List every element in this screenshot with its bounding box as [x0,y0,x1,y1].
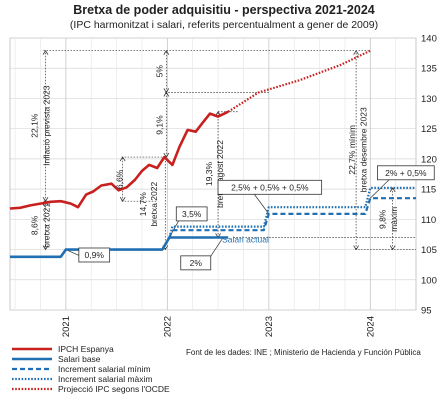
y-tick-label: 130 [421,94,437,105]
salary-current-label: Salari actual [222,234,269,244]
series-line-2 [168,197,416,238]
arrow-head [163,91,170,97]
y-tick-label: 125 [421,124,437,135]
annotation-box [377,165,435,181]
y-tick-label: 120 [421,154,437,165]
arrow-head [119,156,126,162]
annotation-vertical: 5% [154,65,164,78]
grid-layer [10,37,416,311]
annotation-box-text: 3,5% [182,209,202,219]
annotation-vertical: bretxa 2022 [149,182,159,227]
leader-line [253,193,270,215]
chart-source: Font de les dades: INE ; Ministerio de H… [186,348,421,357]
y-tick-label: 95 [421,306,432,317]
y-axis-ticks: 95 100 105 110 115 120 125 130 135 140 [421,34,437,317]
series-layer [9,49,416,259]
annotation-vertical: 8,6% [29,215,39,235]
chart-subtitle: (IPC harmonitzat i salari, referits perc… [70,19,378,31]
y-tick-label: 115 [421,185,436,196]
annotation-vertical: 9,1% [154,115,164,135]
annotation-vertical: 22,7% mínim [347,125,357,175]
annotation-box [78,247,111,263]
annotation-box [217,179,323,195]
legend-label-2: Increment salarial mínim [58,364,151,374]
legend-label-1: Salari base [58,354,101,364]
annotation-box [180,255,212,271]
annotation-box-text: 2% [190,258,203,268]
annotation-vertical: bretxa desembre 2023 [358,107,368,192]
y-tick-label: 140 [421,34,437,45]
annotation-vertical: 22,1% [29,113,39,138]
annotation-box-text: 0,9% [85,250,105,260]
x-tick-label: 2023 [264,316,275,337]
series-line-0 [9,110,229,210]
y-tick-label: 110 [421,215,436,226]
arrow-head [163,152,170,158]
annotation-vertical: 19,3% [204,162,214,187]
x-axis-ticks: 2021 2022 2023 2024 [61,316,377,337]
series-line-3 [168,186,416,238]
arrow-head [389,187,396,193]
x-tick-label: 2021 [61,316,72,337]
x-tick-label: 2022 [162,316,173,337]
series-line-4 [227,49,371,113]
y-tick-label: 105 [421,245,437,256]
annotation-vertical: Inflació prevista 2023 [42,85,52,166]
arrow-head [353,49,359,55]
arrow-head [163,49,170,55]
annotation-box-text: 2% + 0,5% [385,168,427,178]
annotation-vertical: 14,7% [138,192,148,217]
annotation-vertical: màxim [389,207,399,232]
legend-label-3: Increment salarial màxim [58,374,152,384]
annotation-vertical: bretxa 2021 [42,203,52,248]
arrow-head [119,196,126,202]
annotation-vertical: 9,8% [378,209,388,229]
legend-label-4: Projecció IPC segons l'OCDE [58,384,170,394]
annotation-box [175,206,208,222]
arrow-head [389,245,396,251]
legend-label-0: IPCH Espanya [58,344,114,354]
arrow-head [42,245,49,251]
y-tick-label: 100 [421,275,437,286]
arrow-head [353,245,359,251]
series-line-1 [10,236,229,259]
x-tick-label: 2024 [365,316,376,337]
y-tick-label: 135 [421,64,437,75]
leader-line [370,177,391,199]
annotation-box-text: 2,5% + 0,5% + 0,5% [231,182,309,192]
chart-title: Bretxa de poder adquisitiu - perspectiva… [73,3,375,17]
annotation-vertical: 6,6% [115,169,125,189]
arrow-head [42,49,49,55]
annotation-vertical: bretxa agost 2022 [215,140,225,208]
